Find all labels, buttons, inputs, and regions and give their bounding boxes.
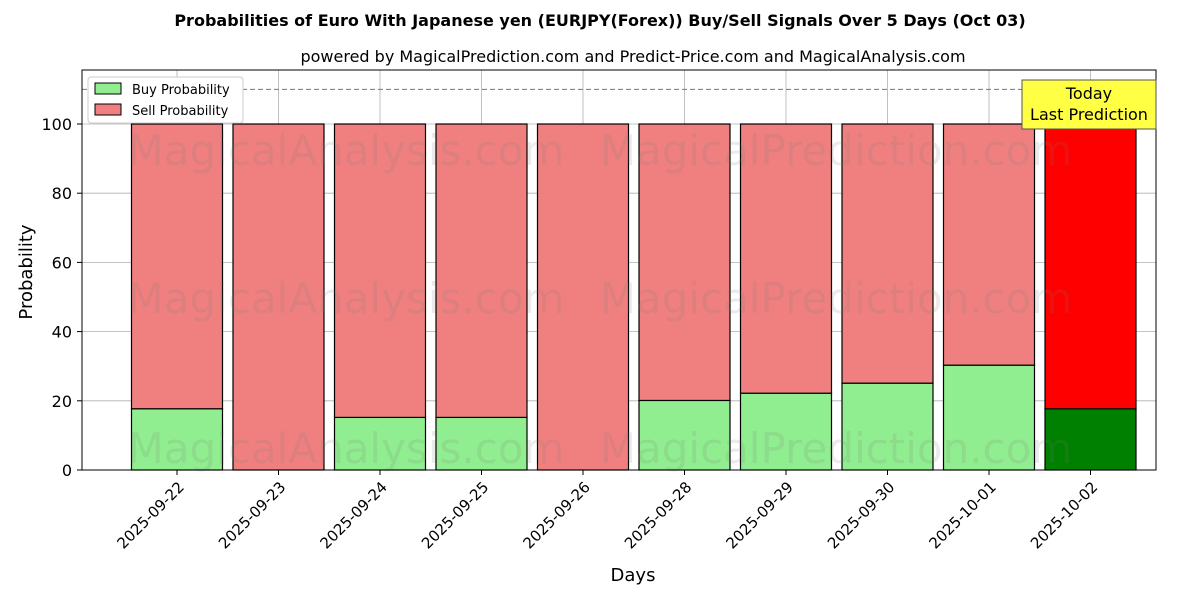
plot-frame [81,69,1157,471]
sell-bar [435,123,528,419]
legend: Buy Probability Sell Probability [87,76,244,124]
x-tick-label: 2025-09-30 [824,478,898,552]
x-tick-label: 2025-09-23 [215,478,289,552]
x-tick-label: 2025-09-29 [722,478,796,552]
legend-swatch-buy [94,82,122,95]
buy-bar [435,416,528,471]
buy-bar [638,399,731,471]
today-annotation: Today Last Prediction [1021,79,1157,130]
x-tick-label: 2025-10-01 [925,478,999,552]
watermark: MagicalAnalysis.com [128,274,565,323]
sell-bar [841,123,934,384]
x-tick-label: 2025-09-22 [113,478,187,552]
watermark: MagicalPrediction.com [600,424,1073,473]
sell-bar [536,123,630,471]
watermark: MagicalPrediction.com [600,126,1073,175]
watermark: MagicalPrediction.com [600,274,1073,323]
legend-label-buy: Buy Probability [132,83,230,98]
watermark: MagicalAnalysis.com [128,424,565,473]
sell-bar [130,123,224,410]
y-tick-label: 80 [52,184,72,203]
sell-bar [333,123,427,419]
buy-bar [1044,408,1137,471]
y-tick-label: 60 [52,253,72,272]
y-tick-label: 100 [41,115,72,134]
legend-label-sell: Sell Probability [132,104,229,119]
x-tick-label: 2025-09-28 [621,478,695,552]
y-tick-label: 40 [52,323,72,342]
x-tick-label: 2025-10-02 [1027,478,1101,552]
chart-subtitle: powered by MagicalPrediction.com and Pre… [300,47,965,66]
annotation-line2: Last Prediction [1030,105,1148,124]
annotation-line1: Today [1065,84,1112,103]
x-tick-label: 2025-09-24 [316,478,390,552]
y-axis-label: Probability [16,224,37,319]
y-tick-label: 20 [52,392,72,411]
sell-bar [1044,123,1137,410]
buy-bar [942,364,1036,471]
sell-bar [232,123,325,471]
sell-bar [942,123,1036,366]
legend-swatch-sell [94,103,122,116]
buy-bar [130,408,224,471]
sell-bar [638,123,731,402]
chart-title: Probabilities of Euro With Japanese yen … [174,11,1025,30]
y-tick-label: 0 [62,461,72,480]
watermark: MagicalAnalysis.com [128,126,565,175]
sell-bar [739,123,833,394]
x-axis-label: Days [611,565,656,586]
x-tick-label: 2025-09-25 [418,478,492,552]
x-tick-label: 2025-09-26 [519,478,593,552]
